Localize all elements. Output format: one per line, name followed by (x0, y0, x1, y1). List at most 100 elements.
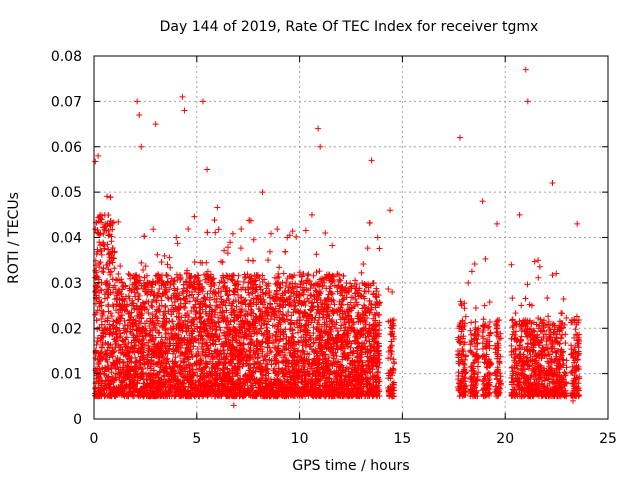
density-point (275, 270, 282, 277)
density-point (227, 384, 234, 391)
density-point (141, 380, 148, 387)
density-point (186, 298, 193, 305)
density-point (289, 392, 296, 399)
density-point (164, 355, 171, 362)
density-point (201, 318, 208, 325)
density-point (250, 349, 257, 356)
density-point (364, 353, 371, 360)
density-point (211, 217, 218, 224)
density-point (264, 352, 271, 359)
density-point (180, 359, 187, 366)
density-point (238, 350, 245, 357)
density-point (369, 322, 376, 329)
density-point (374, 368, 381, 375)
density-point (137, 375, 144, 382)
density-point (271, 365, 278, 372)
density-point (276, 338, 283, 345)
density-point (253, 347, 260, 354)
density-point (214, 352, 221, 359)
density-point (99, 268, 106, 275)
density-point (302, 227, 309, 234)
density-point (327, 283, 334, 290)
density-point (229, 305, 236, 312)
density-point (203, 373, 210, 380)
density-point (92, 158, 99, 165)
density-point (321, 321, 328, 328)
density-point (176, 324, 183, 331)
density-point (152, 322, 159, 329)
density-point (322, 229, 329, 236)
density-point (182, 317, 189, 324)
density-point (93, 295, 100, 302)
density-point (225, 380, 232, 387)
density-point (252, 277, 259, 284)
density-point (137, 320, 144, 327)
density-point (165, 295, 172, 302)
density-point (220, 343, 227, 350)
density-point (121, 325, 128, 332)
density-point (208, 364, 215, 371)
density-point (352, 277, 359, 284)
density-point (183, 270, 190, 277)
density-point (341, 350, 348, 357)
density-point (98, 344, 105, 351)
density-point (331, 301, 338, 308)
density-point (195, 339, 202, 346)
density-point (302, 302, 309, 309)
density-point (376, 245, 383, 252)
density-point (146, 331, 153, 338)
density-point (285, 393, 292, 400)
density-point (140, 369, 147, 376)
density-point (372, 293, 379, 300)
density-point (337, 376, 344, 383)
density-point (251, 392, 258, 399)
density-point (255, 271, 262, 278)
density-point (185, 226, 192, 233)
density-point (310, 340, 317, 347)
density-point (195, 332, 202, 339)
density-point (150, 226, 157, 233)
density-point (287, 293, 294, 300)
density-point (164, 261, 171, 268)
density-point (113, 292, 120, 299)
density-point (342, 354, 349, 361)
density-point (338, 370, 345, 377)
density-point (313, 350, 320, 357)
density-point (289, 228, 296, 235)
density-point (333, 371, 340, 378)
density-point (188, 349, 195, 356)
density-point (215, 351, 222, 358)
density-point (250, 236, 257, 243)
density-point (309, 346, 316, 353)
density-point (111, 377, 118, 384)
density-point (216, 324, 223, 331)
density-point (242, 297, 249, 304)
density-point (237, 245, 244, 252)
density-point (292, 308, 299, 315)
density-point (145, 383, 152, 390)
density-point (124, 349, 131, 356)
density-point (280, 270, 287, 277)
density-point (310, 330, 317, 337)
density-point (259, 272, 266, 279)
density-point (174, 286, 181, 293)
density-point (323, 315, 330, 322)
density-point (171, 285, 178, 292)
density-point (242, 273, 249, 280)
density-point (222, 355, 229, 362)
density-point (338, 302, 345, 309)
density-point (107, 269, 114, 276)
density-point (287, 273, 294, 280)
density-point (295, 300, 302, 307)
density-point (199, 259, 206, 266)
density-point (238, 226, 245, 233)
density-point (301, 286, 308, 293)
density-point (273, 372, 280, 379)
density-point (152, 334, 159, 341)
density-point (192, 301, 199, 308)
density-point (326, 288, 333, 295)
density-point (291, 303, 298, 310)
density-point (154, 251, 161, 258)
density-point (166, 286, 173, 293)
density-point (276, 352, 283, 359)
